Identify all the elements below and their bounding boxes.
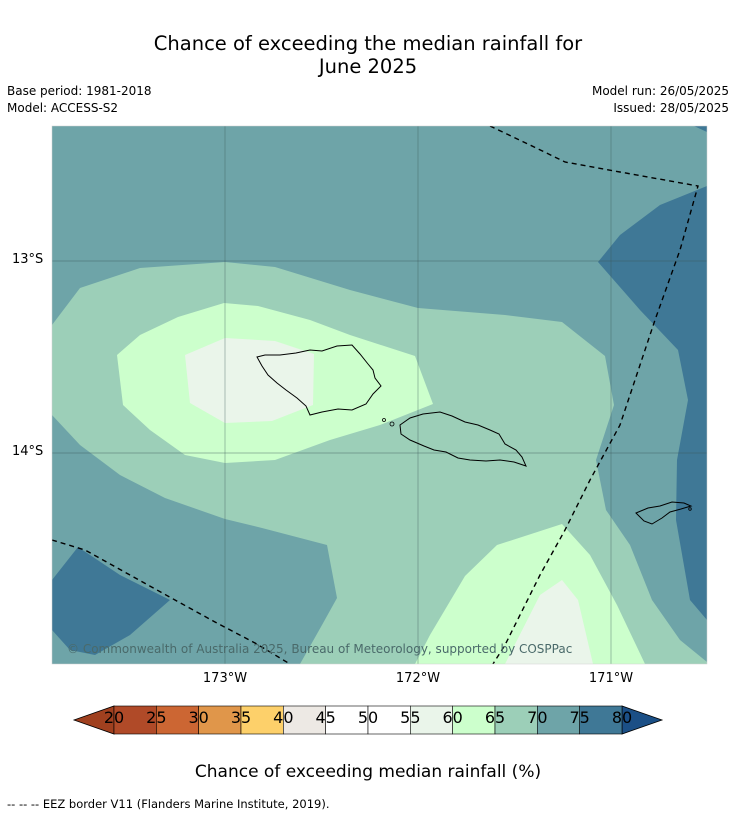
lon-tick-172w: 172°W xyxy=(395,671,441,686)
colorbar-label-50: 50 xyxy=(357,708,379,727)
lon-tick-171w: 171°W xyxy=(588,671,634,686)
colorbar-swatch-40-45 xyxy=(283,705,326,735)
contour-75-80-northeast xyxy=(694,126,707,132)
colorbar-swatch-65-70 xyxy=(494,705,538,735)
map-title-line2: June 2025 xyxy=(318,55,418,78)
colorbar-label-55: 55 xyxy=(400,708,421,727)
eez-legend-footer: -- -- -- EEZ border V11 (Flanders Marine… xyxy=(7,797,330,811)
issued-text: Issued: 28/05/2025 xyxy=(613,101,729,115)
colorbar-swatch-75-80 xyxy=(579,705,623,735)
contour-75-80-southwest xyxy=(52,547,170,655)
colorbar-label-40: 40 xyxy=(273,708,294,727)
colorbar-label-60: 60 xyxy=(442,708,463,727)
colorbar-label-65: 65 xyxy=(484,708,506,727)
contour-75-80-east xyxy=(598,186,707,620)
lat-tick-13s: 13°S xyxy=(12,252,44,267)
model-run-text: Model run: 26/05/2025 xyxy=(591,84,729,98)
colorbar-swatch-60-65 xyxy=(452,705,496,735)
aunuu-islet xyxy=(688,507,692,511)
colorbar-swatch-35-40 xyxy=(240,705,284,735)
colorbar-swatch-70-75 xyxy=(537,705,580,735)
colorbar-swatch-55-60 xyxy=(410,705,453,735)
copyright-text: © Commonwealth of Australia 2025, Bureau… xyxy=(67,642,573,656)
colorbar-swatch-20-25 xyxy=(113,705,157,735)
colorbar-label-30: 30 xyxy=(188,708,209,727)
colorbar-label-45: 45 xyxy=(315,708,336,727)
savaii-island xyxy=(256,344,382,416)
colorbar-label-70: 70 xyxy=(527,708,548,727)
model-text: Model: ACCESS-S2 xyxy=(7,101,119,115)
lat-tick-14s: 14°S xyxy=(12,444,44,459)
colorbar-swatch-50-55 xyxy=(367,705,411,735)
colorbar-label-20: 20 xyxy=(103,708,125,727)
colorbar-swatch-30-35 xyxy=(198,705,242,735)
colorbar-label-75: 75 xyxy=(569,708,590,727)
colorbar-label-80: 80 xyxy=(611,708,633,727)
manono-islet xyxy=(389,421,395,427)
map-title-line1: Chance of exceeding the median rainfall … xyxy=(153,32,583,55)
tutuila-island xyxy=(635,501,693,525)
gridlines xyxy=(52,126,707,664)
map-frame xyxy=(51,125,708,665)
upolu-island xyxy=(399,411,527,467)
apolima-islet xyxy=(382,418,386,422)
colorbar-label-25: 25 xyxy=(146,708,167,727)
lon-tick-173w: 173°W xyxy=(202,671,248,686)
colorbar-swatch-25-30 xyxy=(156,705,199,735)
colorbar-swatch-45-50 xyxy=(325,705,369,735)
eez-border xyxy=(52,126,699,664)
base-period-text: Base period: 1981-2018 xyxy=(7,84,152,98)
contour-55-60-north xyxy=(185,338,314,423)
colorbar-title: Chance of exceeding median rainfall (%) xyxy=(194,762,542,782)
contour-55-60-south xyxy=(505,580,593,664)
colorbar xyxy=(72,705,664,735)
map-area xyxy=(52,126,707,664)
colorbar-label-35: 35 xyxy=(230,708,252,727)
